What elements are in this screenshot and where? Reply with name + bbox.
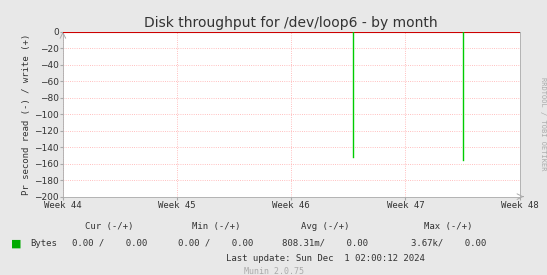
Text: Cur (-/+): Cur (-/+) [85, 222, 133, 231]
Text: Min (-/+): Min (-/+) [192, 222, 240, 231]
Text: 0.00 /    0.00: 0.00 / 0.00 [72, 239, 147, 248]
Text: ■: ■ [11, 238, 21, 248]
Text: 3.67k/    0.00: 3.67k/ 0.00 [411, 239, 486, 248]
Text: 808.31m/    0.00: 808.31m/ 0.00 [282, 239, 369, 248]
Text: Max (-/+): Max (-/+) [424, 222, 473, 231]
Text: Bytes: Bytes [30, 239, 57, 248]
Title: Disk throughput for /dev/loop6 - by month: Disk throughput for /dev/loop6 - by mont… [144, 16, 438, 31]
Text: Last update: Sun Dec  1 02:00:12 2024: Last update: Sun Dec 1 02:00:12 2024 [226, 254, 425, 263]
Text: Munin 2.0.75: Munin 2.0.75 [243, 267, 304, 275]
Text: RRDTOOL / TOBI OETIKER: RRDTOOL / TOBI OETIKER [540, 77, 546, 170]
Y-axis label: Pr second read (-) / write (+): Pr second read (-) / write (+) [22, 34, 31, 195]
Text: 0.00 /    0.00: 0.00 / 0.00 [178, 239, 254, 248]
Text: Avg (-/+): Avg (-/+) [301, 222, 350, 231]
